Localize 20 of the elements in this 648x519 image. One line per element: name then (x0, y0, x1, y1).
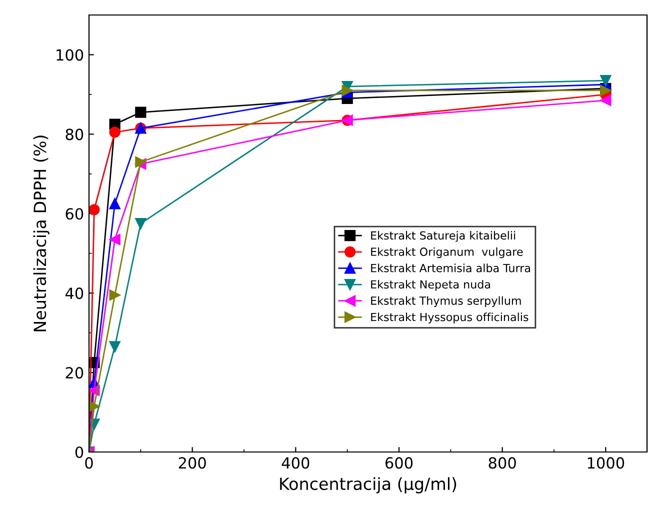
legend-label: Ekstrakt Hyssopus officinalis (371, 312, 528, 324)
x-axis-title: Koncentracija (µg/ml) (280, 477, 456, 494)
x-tick-label: 400 (282, 457, 310, 469)
legend-label: Ekstrakt Artemisia alba Turra (371, 264, 530, 272)
x-tick-label: 200 (178, 457, 206, 469)
legend-label: Ekstrakt Nepeta nuda (371, 280, 490, 291)
x-tick-label: 800 (488, 457, 516, 469)
y-tick-label: 100 (56, 49, 84, 61)
y-tick-label: 80 (66, 128, 84, 140)
y-tick-label: 0 (75, 446, 84, 458)
x-tick-label: 0 (85, 457, 93, 469)
legend-label: Ekstrakt Thymus serpyllum (371, 296, 521, 308)
x-tick-label: 600 (385, 457, 413, 469)
y-tick-label: 40 (65, 288, 84, 300)
legend-label: Ekstrakt Satureja kitaibelii (371, 231, 516, 242)
y-axis-title: Neutralizacija DPPH (%) (33, 136, 50, 332)
x-tick-label: 1000 (588, 457, 624, 469)
y-tick-label: 60 (66, 208, 84, 220)
legend-label: Ekstrakt Origanum vulgare (371, 247, 523, 258)
y-tick-label: 20 (66, 367, 84, 379)
